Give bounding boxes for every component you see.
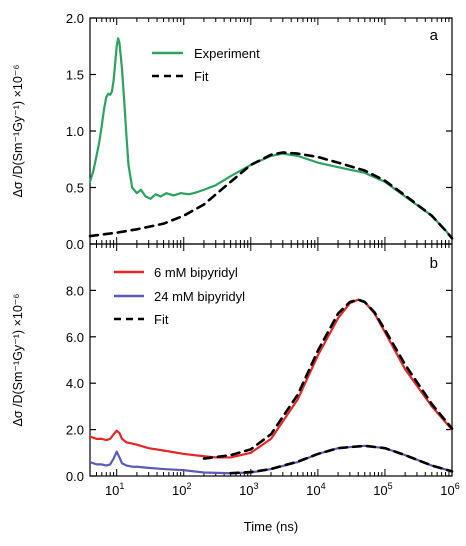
panel-b-letter: b bbox=[430, 255, 438, 272]
y-tick-label-a: 0.0 bbox=[66, 237, 84, 252]
y-tick-label-a: 1.0 bbox=[66, 124, 84, 139]
x-tick-label: 105 bbox=[373, 481, 392, 498]
y-axis-title-b: Δσ /D(Sm⁻¹Gy⁻¹) ×10⁻⁶ bbox=[11, 293, 25, 426]
legend-a-experiment-label: Experiment bbox=[194, 46, 260, 61]
y-tick-label-b: 0.0 bbox=[66, 469, 84, 484]
panel-a-series bbox=[88, 37, 454, 240]
panel-a-letter: a bbox=[430, 27, 439, 44]
x-tick-label: 103 bbox=[239, 481, 258, 498]
y-axis-title-a: Δσ /D(Sm⁻¹Gy⁻¹) ×10⁻⁶ bbox=[11, 64, 25, 197]
y-tick-label-b: 4.0 bbox=[66, 376, 84, 391]
x-tick-label: 102 bbox=[172, 481, 191, 498]
x-tick-label: 101 bbox=[105, 481, 124, 498]
legend-a: Experiment Fit bbox=[152, 46, 260, 84]
y-tick-label-a: 1.5 bbox=[66, 68, 84, 83]
series-line-b-1 bbox=[88, 444, 454, 475]
legend-a-fit-label: Fit bbox=[194, 69, 209, 84]
y-tick-label-b: 2.0 bbox=[66, 423, 84, 438]
series-line-a-1 bbox=[88, 151, 454, 240]
x-tick-label: 104 bbox=[306, 481, 325, 498]
legend-b-6mm-label: 6 mM bipyridyl bbox=[154, 265, 238, 280]
y-tick-label-b: 8.0 bbox=[66, 283, 84, 298]
panel-a-frame bbox=[89, 17, 453, 245]
series-line-b-2 bbox=[202, 298, 454, 460]
x-tick-label: 106 bbox=[440, 481, 459, 498]
series-line-a-0 bbox=[88, 37, 454, 240]
panel-b-frame bbox=[89, 243, 453, 477]
legend-b-24mm-label: 24 mM bipyridyl bbox=[154, 289, 245, 304]
y-tick-label-a: 2.0 bbox=[66, 11, 84, 26]
y-tick-label-b: 6.0 bbox=[66, 330, 84, 345]
legend-b: 6 mM bipyridyl 24 mM bipyridyl Fit bbox=[114, 265, 245, 327]
legend-b-fit-label: Fit bbox=[154, 312, 169, 327]
panel-a-ticks: 0.0 0.5 1.0 1.5 2.0 bbox=[66, 11, 453, 252]
y-tick-label-a: 0.5 bbox=[66, 181, 84, 196]
x-axis-title: Time (ns) bbox=[244, 519, 298, 534]
panel-b-series bbox=[88, 298, 454, 475]
panel-b-ticks: 0.0 2.0 4.0 6.0 8.0 101 102 103 104 105 106 bbox=[66, 244, 460, 498]
series-line-b-3 bbox=[229, 444, 454, 475]
